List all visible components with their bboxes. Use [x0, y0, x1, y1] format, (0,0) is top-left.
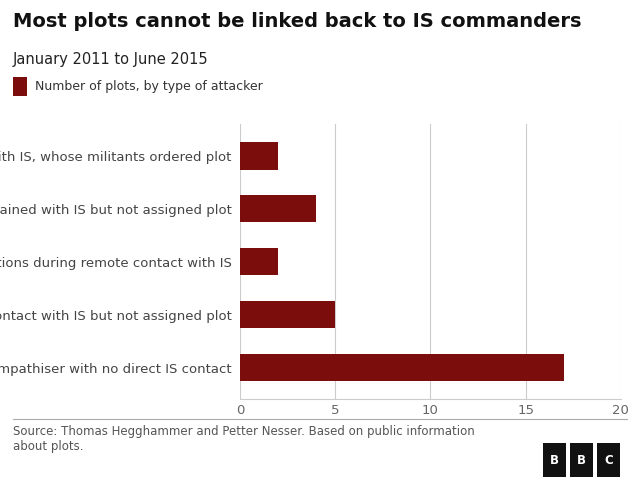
Text: Most plots cannot be linked back to IS commanders: Most plots cannot be linked back to IS c…: [13, 12, 581, 31]
Text: C: C: [604, 453, 613, 467]
FancyBboxPatch shape: [597, 443, 620, 477]
Text: B: B: [577, 453, 586, 467]
Bar: [240, 354, 564, 381]
Bar: [240, 195, 316, 223]
Text: Source: Thomas Hegghammer and Petter Nesser. Based on public information
about p: Source: Thomas Hegghammer and Petter Nes…: [13, 425, 474, 453]
FancyBboxPatch shape: [570, 443, 593, 477]
Bar: [240, 301, 335, 328]
FancyBboxPatch shape: [543, 443, 566, 477]
Text: Number of plots, by type of attacker: Number of plots, by type of attacker: [35, 80, 263, 93]
Bar: [240, 248, 278, 275]
Bar: [240, 142, 278, 170]
Text: January 2011 to June 2015: January 2011 to June 2015: [13, 52, 209, 67]
Text: B: B: [550, 453, 559, 467]
